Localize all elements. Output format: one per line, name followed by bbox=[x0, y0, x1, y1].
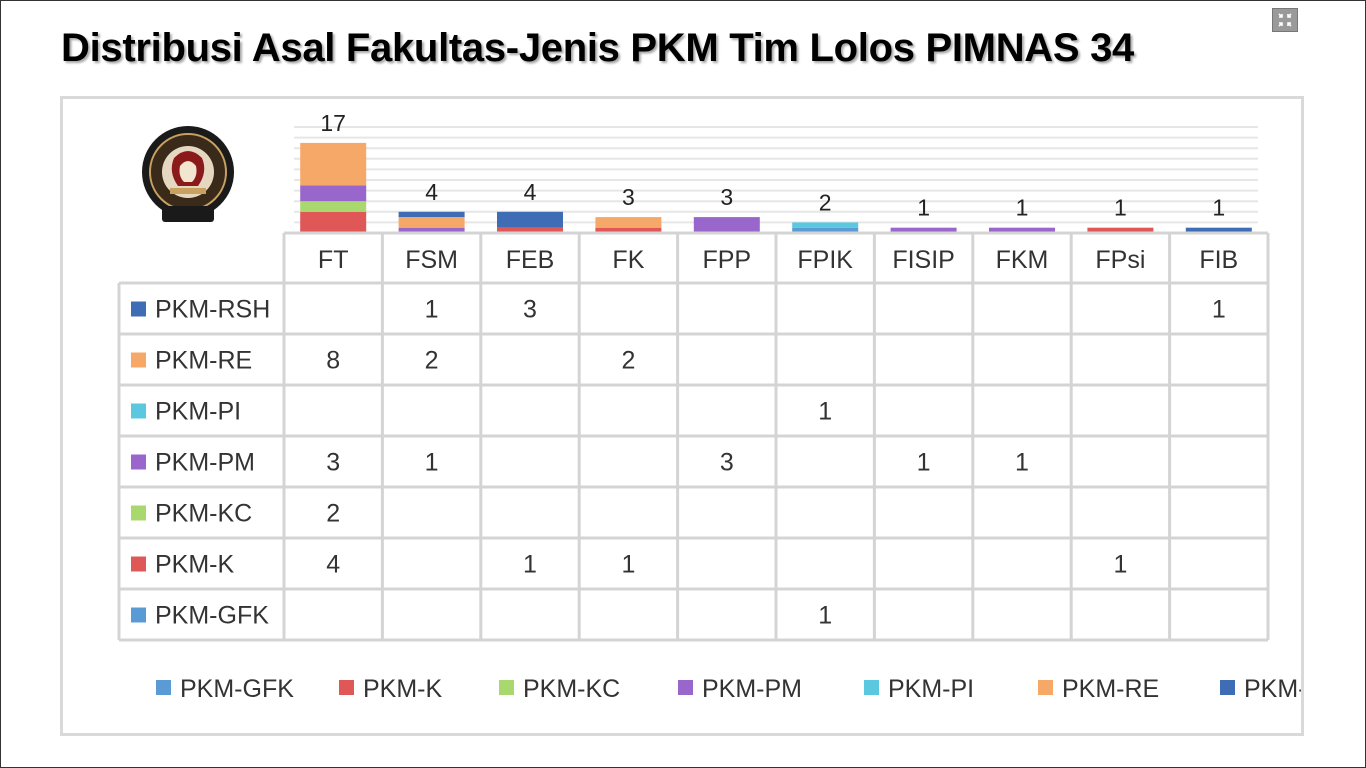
legend-key-pkm-gfk bbox=[156, 680, 171, 695]
cell-pkm-k-feb: 1 bbox=[523, 551, 537, 579]
chart-container: 17 4 4 3 3 2 1 1 1 1 FT FSM FEB FK FPP FPIK FISIP FKM FPs… bbox=[60, 96, 1304, 736]
row-label-pkm-gfk: PKM-GFK bbox=[155, 602, 269, 630]
total-label-fib: 1 bbox=[1212, 195, 1225, 221]
collapse-icon bbox=[1278, 13, 1292, 27]
data-table: FT FSM FEB FK FPP FPIK FISIP FKM FPsi FIB PKM-RSH 1… bbox=[117, 231, 1270, 642]
cell-pkm-k-fk: 1 bbox=[621, 551, 635, 579]
category-label-ft: FT bbox=[318, 246, 349, 274]
total-label-feb: 4 bbox=[524, 179, 537, 205]
row-legend-key-pkm-gfk bbox=[131, 607, 146, 623]
cell-pkm-pm-ft: 3 bbox=[326, 449, 340, 477]
cell-pkm-kc-ft: 2 bbox=[326, 500, 340, 528]
total-label-ft: 17 bbox=[320, 110, 346, 136]
bar-segment-fk-pkm-k bbox=[595, 227, 662, 233]
row-label-pkm-kc: PKM-KC bbox=[155, 500, 252, 528]
legend-key-pkm-pm bbox=[678, 680, 693, 695]
legend-label-pkm-pm: PKM-PM bbox=[702, 675, 802, 703]
bar-segment-fsm-pkm-re bbox=[398, 217, 465, 228]
bar-segment-fkm-pkm-pm bbox=[989, 227, 1055, 233]
cell-pkm-pm-fsm: 1 bbox=[425, 449, 439, 477]
bar-segment-feb-pkm-k bbox=[497, 227, 563, 233]
cell-pkm-gfk-fpik: 1 bbox=[818, 602, 832, 630]
legend-key-pkm-kc bbox=[499, 680, 514, 695]
row-legend-key-pkm-re bbox=[131, 352, 146, 368]
category-label-fisip: FISIP bbox=[892, 246, 955, 274]
cell-pkm-rsh-feb: 3 bbox=[523, 296, 537, 324]
total-label-fk: 3 bbox=[622, 184, 635, 210]
category-label-fpik: FPIK bbox=[797, 246, 853, 274]
category-label-fkm: FKM bbox=[996, 246, 1049, 274]
bar-segment-fib-pkm-rsh bbox=[1185, 227, 1252, 233]
cell-pkm-pm-fkm: 1 bbox=[1015, 449, 1029, 477]
row-legend-key-pkm-pm bbox=[131, 454, 146, 470]
chart-total-labels: 17 4 4 3 3 2 1 1 1 1 bbox=[320, 110, 1225, 221]
total-label-fisip: 1 bbox=[917, 195, 930, 221]
stacked-bar-chart: 17 4 4 3 3 2 1 1 1 1 FT FSM FEB FK FPP FPIK FISIP FKM FPs… bbox=[117, 110, 1301, 703]
bar-segment-fpsi-pkm-k bbox=[1087, 227, 1154, 233]
category-label-fib: FIB bbox=[1199, 246, 1238, 274]
university-logo bbox=[142, 126, 234, 222]
row-label-pkm-rsh: PKM-RSH bbox=[155, 296, 270, 324]
category-label-fpp: FPP bbox=[702, 246, 751, 274]
cell-pkm-rsh-fib: 1 bbox=[1212, 296, 1226, 324]
chart-gridlines bbox=[294, 126, 1258, 234]
total-label-fpsi: 1 bbox=[1114, 195, 1127, 221]
bar-segment-fpp-pkm-pm bbox=[693, 217, 760, 233]
legend-label-pkm-pi: PKM-PI bbox=[888, 675, 974, 703]
row-legend-key-pkm-k bbox=[131, 556, 146, 572]
category-label-fpsi: FPsi bbox=[1095, 246, 1145, 274]
total-label-fkm: 1 bbox=[1016, 195, 1029, 221]
category-label-fk: FK bbox=[612, 246, 644, 274]
bar-segment-fisip-pkm-pm bbox=[890, 227, 957, 233]
bar-segment-fsm-pkm-rsh bbox=[398, 211, 465, 218]
total-label-fpik: 2 bbox=[819, 189, 832, 215]
row-label-pkm-k: PKM-K bbox=[155, 551, 235, 579]
legend-key-pkm-k bbox=[339, 680, 354, 695]
legend-key-pkm-re bbox=[1038, 680, 1053, 695]
legend-label-pkm-rsh: PKM-RSH bbox=[1244, 675, 1301, 703]
legend-label-pkm-gfk: PKM-GFK bbox=[180, 675, 294, 703]
slide-title: Distribusi Asal Fakultas-Jenis PKM Tim L… bbox=[61, 26, 1134, 70]
total-label-fpp: 3 bbox=[720, 184, 733, 210]
total-label-fsm: 4 bbox=[425, 179, 438, 205]
bar-segment-fk-pkm-re bbox=[595, 217, 662, 228]
bar-segment-fpik-pkm-gfk bbox=[792, 227, 859, 233]
bar-segment-ft-pkm-pm bbox=[300, 185, 367, 202]
cell-pkm-pm-fisip: 1 bbox=[917, 449, 931, 477]
chart-bars bbox=[300, 142, 1252, 233]
bar-segment-ft-pkm-re bbox=[300, 142, 367, 186]
row-legend-key-pkm-kc bbox=[131, 505, 146, 521]
cell-pkm-k-fpsi: 1 bbox=[1113, 551, 1127, 579]
legend-label-pkm-re: PKM-RE bbox=[1062, 675, 1159, 703]
bar-segment-fsm-pkm-pm bbox=[398, 227, 465, 233]
row-legend-key-pkm-pi bbox=[131, 403, 146, 419]
row-label-pkm-pm: PKM-PM bbox=[155, 449, 255, 477]
legend-label-pkm-kc: PKM-KC bbox=[523, 675, 620, 703]
exit-fullscreen-button[interactable] bbox=[1272, 8, 1298, 32]
category-label-feb: FEB bbox=[506, 246, 555, 274]
bar-segment-ft-pkm-k bbox=[300, 211, 367, 233]
row-label-pkm-re: PKM-RE bbox=[155, 347, 252, 375]
legend-key-pkm-pi bbox=[864, 680, 879, 695]
row-label-pkm-pi: PKM-PI bbox=[155, 398, 241, 426]
bar-segment-ft-pkm-kc bbox=[300, 201, 367, 212]
legend-key-pkm-rsh bbox=[1220, 680, 1235, 695]
legend-label-pkm-k: PKM-K bbox=[363, 675, 443, 703]
cell-pkm-rsh-fsm: 1 bbox=[425, 296, 439, 324]
category-label-fsm: FSM bbox=[405, 246, 458, 274]
bar-segment-fpik-pkm-pi bbox=[792, 222, 859, 228]
cell-pkm-re-ft: 8 bbox=[326, 347, 340, 375]
chart-legend: PKM-GFK PKM-K PKM-KC PKM-PM PKM-PI PKM-RE PKM-… bbox=[156, 675, 1301, 703]
bar-segment-feb-pkm-rsh bbox=[497, 211, 563, 228]
cell-pkm-re-fsm: 2 bbox=[425, 347, 439, 375]
cell-pkm-pi-fpik: 1 bbox=[818, 398, 832, 426]
cell-pkm-pm-fpp: 3 bbox=[720, 449, 734, 477]
row-legend-key-pkm-rsh bbox=[131, 301, 146, 317]
cell-pkm-re-fk: 2 bbox=[621, 347, 635, 375]
cell-pkm-k-ft: 4 bbox=[326, 551, 340, 579]
